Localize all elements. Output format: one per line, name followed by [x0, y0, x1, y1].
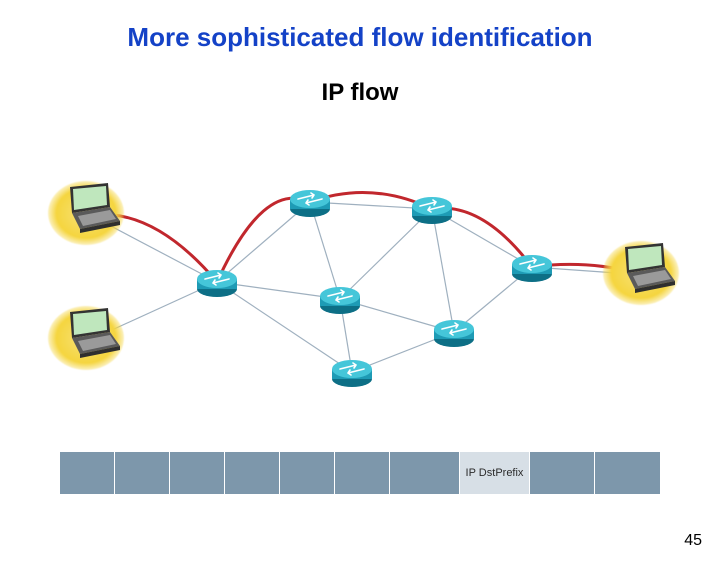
- laptop-l1: [40, 177, 130, 247]
- slide-subtitle: IP flow: [0, 79, 720, 107]
- router-r5: [410, 194, 454, 228]
- field-seg-5: [335, 452, 390, 494]
- field-seg-8: [530, 452, 595, 494]
- router-r2: [288, 187, 332, 221]
- laptop-l2: [40, 302, 130, 372]
- flow-fields-bar: IP DstPrefix: [60, 452, 660, 494]
- field-seg-4: [280, 452, 335, 494]
- field-seg-3: [225, 452, 280, 494]
- field-seg-1: [115, 452, 170, 494]
- router-r4: [330, 357, 374, 391]
- slide-title: More sophisticated flow identification: [0, 22, 720, 53]
- router-r6: [432, 317, 476, 351]
- field-ip-dst-prefix: IP DstPrefix: [460, 452, 530, 494]
- field-seg-9: [595, 452, 660, 494]
- field-seg-0: [60, 452, 115, 494]
- router-r7: [510, 252, 554, 286]
- laptop-l3: [595, 237, 685, 307]
- field-seg-6: [390, 452, 460, 494]
- router-r3: [318, 284, 362, 318]
- router-r1: [195, 267, 239, 301]
- field-seg-2: [170, 452, 225, 494]
- page-number: 45: [684, 532, 702, 550]
- network-diagram: [40, 152, 680, 412]
